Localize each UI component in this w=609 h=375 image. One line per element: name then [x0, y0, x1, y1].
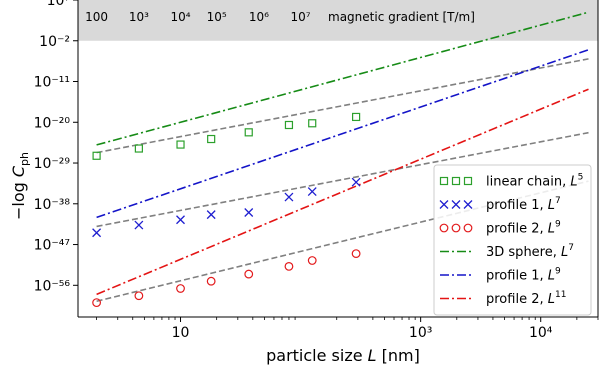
- y-tick-label-4: 10⁻²⁹: [34, 156, 71, 172]
- y-tick-label-5: 10⁻³⁸: [34, 197, 71, 213]
- data-point-s2-7: [351, 249, 361, 259]
- y-axis-title: −log Cph: [9, 152, 31, 220]
- data-point-s1-1: [134, 220, 144, 230]
- data-point-s1-3: [206, 210, 216, 220]
- data-point-s2-1: [134, 291, 144, 301]
- legend-marker-1-2: [463, 200, 473, 209]
- data-point-s0-7: [352, 112, 361, 122]
- band-tick-label-0: 100: [85, 10, 108, 24]
- legend-label-1: profile 1, L7: [486, 196, 561, 213]
- data-point-s2-2: [176, 284, 185, 293]
- y-tick-label-3: 10⁻²⁰: [34, 115, 71, 131]
- magnetic-gradient-band: 100 10³ 10⁴ 10⁵ 10⁶ 10⁷ magnetic gradient [T/m…: [78, 0, 598, 41]
- data-point-s1-5: [284, 192, 294, 202]
- data-point-s2-5: [284, 261, 294, 271]
- data-point-s0-5: [284, 120, 294, 130]
- fit-lines: [96, 11, 589, 296]
- reference-lines: [96, 58, 589, 303]
- fit-line-1: [96, 49, 589, 219]
- y-tick-label-1: 10⁻²: [39, 34, 70, 50]
- reference-line-1: [96, 131, 589, 228]
- x-tick-label-1: 10³: [409, 325, 432, 341]
- x-tick-label-2: 10⁴: [529, 325, 553, 341]
- y-tick-label-7: 10⁻⁵⁶: [34, 278, 71, 294]
- y-tick-label-6: 10⁻⁴⁷: [34, 238, 70, 254]
- data-point-s2-0: [92, 298, 101, 308]
- band-tick-label-3: 10⁵: [207, 10, 227, 24]
- band-tick-label-1: 10³: [129, 10, 149, 24]
- data-point-s1-0: [92, 228, 102, 238]
- axes: 10 10³ 10⁴ 10⁷ 10⁻² 10⁻¹¹ 10⁻²⁰ 10⁻²⁹ 10⁻³⁸ 10⁻⁴⁷…: [34, 0, 599, 341]
- data-point-s0-1: [134, 144, 143, 153]
- data-markers: [92, 112, 361, 308]
- y-tick-label-2: 10⁻¹¹: [34, 75, 70, 91]
- reference-line-2: [96, 180, 589, 303]
- data-point-s0-4: [244, 128, 253, 137]
- band-tick-label-4: 10⁶: [249, 10, 269, 24]
- reference-line-0: [96, 58, 589, 154]
- legend-marker-2-1: [451, 223, 461, 233]
- x-axis-title: particle size L [nm]: [266, 346, 420, 365]
- legend-marker-0-0: [439, 176, 449, 186]
- legend-label-4: profile 1, L9: [486, 267, 561, 284]
- data-point-s1-6: [307, 187, 317, 197]
- x-tick-label-0: 10: [172, 325, 190, 341]
- legend-marker-2-0: [439, 223, 449, 233]
- band-label: magnetic gradient [T/m]: [328, 10, 475, 24]
- data-point-s0-2: [176, 140, 185, 149]
- band-tick-label-2: 10⁴: [170, 10, 190, 24]
- legend-label-2: profile 2, L9: [486, 220, 561, 237]
- data-point-s1-4: [244, 208, 254, 217]
- fit-line-2: [96, 88, 589, 296]
- legend-marker-1-0: [439, 200, 449, 209]
- data-point-s1-2: [176, 215, 185, 225]
- axis-titles: particle size L [nm] −log Cph: [9, 152, 420, 365]
- data-point-s2-6: [307, 256, 317, 265]
- band-tick-label-5: 10⁷: [291, 10, 311, 24]
- legend-label-5: profile 2, L11: [486, 290, 566, 307]
- legend-marker-0-1: [451, 176, 461, 186]
- legend-marker-0-2: [463, 176, 473, 186]
- legend-label-0: linear chain, L5: [486, 173, 583, 190]
- data-point-s1-7: [351, 177, 361, 187]
- legend-label-3: 3D sphere, L7: [486, 243, 574, 260]
- legend-marker-1-1: [451, 200, 461, 209]
- y-tick-label-0: 10⁷: [47, 0, 70, 9]
- data-point-s2-4: [244, 269, 254, 279]
- data-point-s0-6: [308, 119, 317, 128]
- legend: linear chain, L5 profile 1, L7 profile 2, …: [433, 164, 592, 316]
- data-point-s2-3: [206, 276, 216, 286]
- band-fill: [78, 0, 598, 41]
- data-point-s0-0: [92, 151, 101, 160]
- legend-box: [433, 164, 592, 316]
- data-point-s0-3: [207, 134, 216, 144]
- legend-marker-2-2: [463, 223, 473, 233]
